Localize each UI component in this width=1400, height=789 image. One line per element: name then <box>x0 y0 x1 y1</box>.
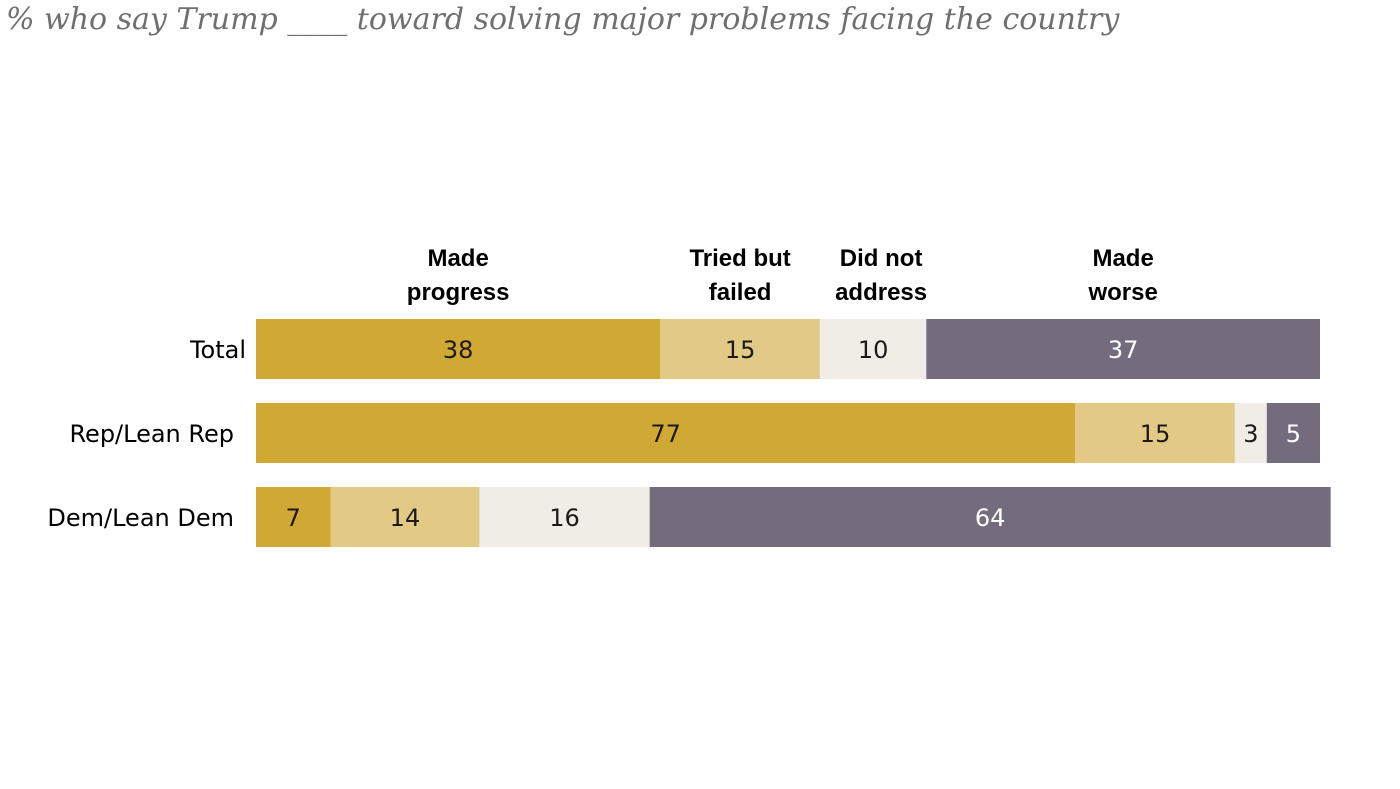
bar-segment <box>1075 403 1235 463</box>
bar-segment <box>256 319 661 379</box>
bar-segment <box>256 403 1076 463</box>
category-header: Tried but failed <box>689 245 790 306</box>
bar-segment <box>660 319 820 379</box>
bar-value-label: 10 <box>858 336 889 364</box>
bar-segment <box>479 487 650 547</box>
category-header: Made progress <box>407 245 510 306</box>
bar-value-label: 15 <box>725 336 756 364</box>
bar-segment <box>819 319 927 379</box>
bar-segment <box>649 487 1331 547</box>
category-header: Made worse <box>1087 245 1157 306</box>
chart-subtitle: % who say Trump ____ toward solving majo… <box>6 2 1120 37</box>
bar-segment <box>330 487 480 547</box>
bar-segment <box>1234 403 1267 463</box>
bar-value-label: 5 <box>1286 420 1301 448</box>
row-label: Rep/Lean Rep <box>69 420 234 448</box>
bar-value-label: 15 <box>1140 420 1171 448</box>
row-label: Total <box>189 336 246 364</box>
bar-value-label: 7 <box>286 504 301 532</box>
bar-value-label: 77 <box>650 420 681 448</box>
bar-segment <box>256 487 331 547</box>
bar-value-label: 16 <box>549 504 580 532</box>
bar-value-label: 64 <box>975 504 1006 532</box>
bar-segment <box>926 319 1320 379</box>
bar-value-label: 38 <box>443 336 474 364</box>
bar-value-label: 3 <box>1243 420 1258 448</box>
category-header: Did not address <box>835 245 927 306</box>
bar-value-label: 37 <box>1108 336 1139 364</box>
bar-value-label: 14 <box>390 504 421 532</box>
bar-segment <box>1266 403 1320 463</box>
row-label: Dem/Lean Dem <box>47 504 234 532</box>
